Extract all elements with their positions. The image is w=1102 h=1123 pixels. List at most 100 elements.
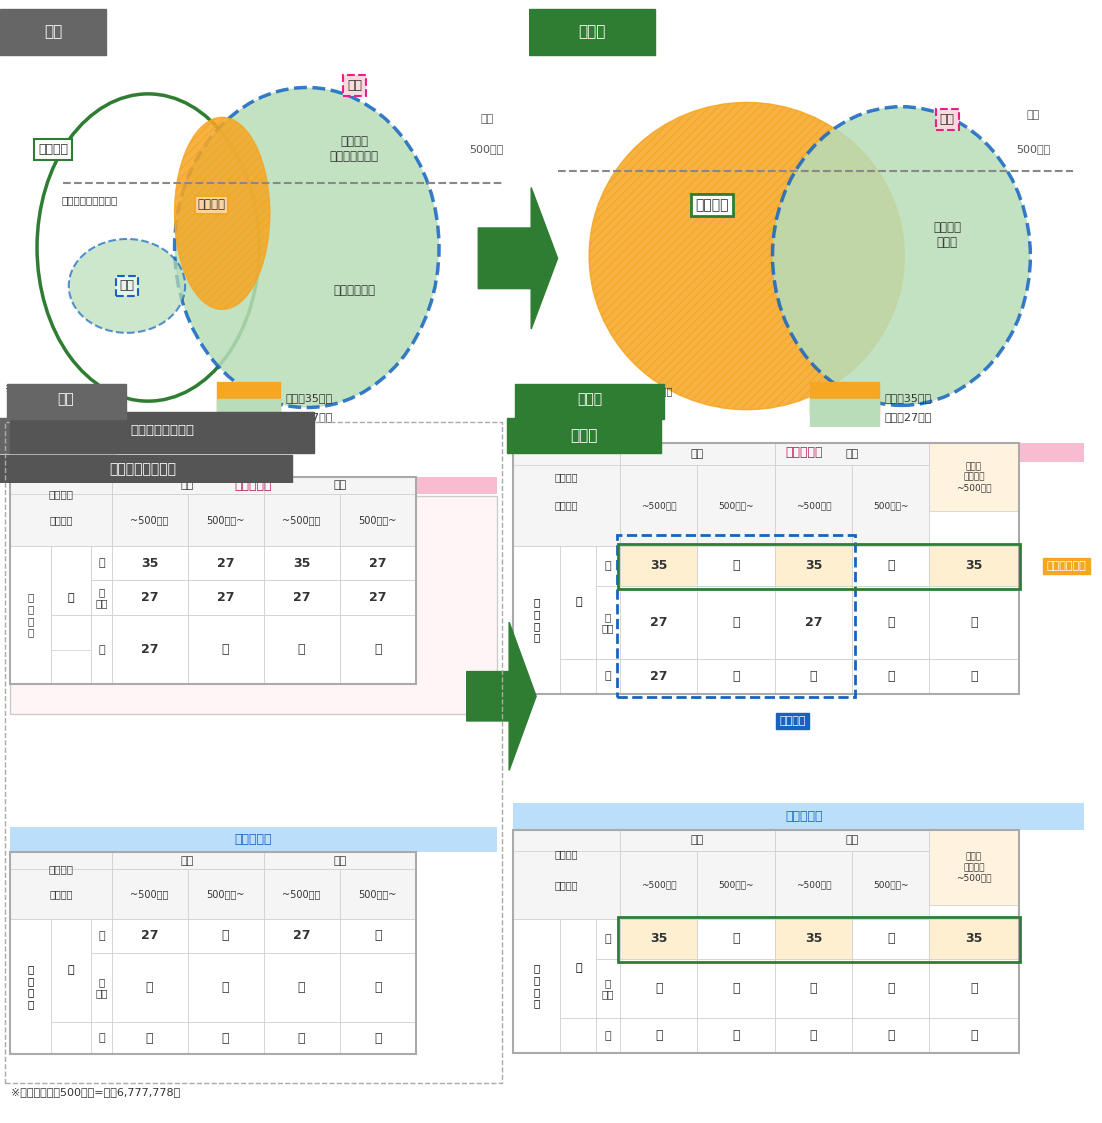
FancyBboxPatch shape: [512, 919, 561, 1053]
FancyBboxPatch shape: [775, 959, 852, 1019]
FancyBboxPatch shape: [339, 953, 415, 1022]
FancyBboxPatch shape: [111, 953, 187, 1022]
Text: 500万円~: 500万円~: [206, 889, 245, 898]
FancyBboxPatch shape: [111, 494, 187, 546]
FancyBboxPatch shape: [775, 465, 852, 546]
FancyBboxPatch shape: [187, 919, 263, 953]
Text: 35: 35: [965, 932, 983, 946]
FancyBboxPatch shape: [698, 659, 775, 694]
FancyBboxPatch shape: [10, 919, 51, 1054]
FancyBboxPatch shape: [187, 494, 263, 546]
Text: 子: 子: [98, 931, 105, 941]
Text: 27: 27: [650, 670, 668, 683]
FancyBboxPatch shape: [263, 1022, 339, 1054]
Text: 改正後: 改正後: [571, 428, 597, 444]
FancyBboxPatch shape: [263, 919, 339, 953]
FancyBboxPatch shape: [620, 586, 698, 659]
Text: ~500万円: ~500万円: [641, 880, 677, 889]
FancyBboxPatch shape: [561, 546, 596, 659]
Text: 離別: 離別: [845, 836, 858, 846]
FancyBboxPatch shape: [512, 851, 620, 919]
Text: －: －: [970, 1030, 977, 1042]
FancyBboxPatch shape: [91, 953, 111, 1022]
FancyBboxPatch shape: [263, 953, 339, 1022]
FancyBboxPatch shape: [852, 586, 929, 659]
Text: 35: 35: [650, 932, 668, 946]
FancyBboxPatch shape: [561, 1019, 596, 1053]
Text: 合計所得: 合計所得: [554, 501, 579, 510]
Text: 無: 無: [98, 1033, 105, 1043]
Text: 扶
養
親
族: 扶 養 親 族: [533, 597, 540, 642]
Text: 27: 27: [293, 930, 311, 942]
FancyBboxPatch shape: [698, 851, 775, 919]
FancyBboxPatch shape: [263, 546, 339, 581]
Text: －: －: [887, 932, 895, 946]
Text: －: －: [222, 930, 229, 942]
FancyBboxPatch shape: [852, 959, 929, 1019]
Text: －: －: [374, 1032, 381, 1044]
Text: 有: 有: [67, 593, 74, 603]
Text: 500万円~: 500万円~: [719, 880, 754, 889]
Text: 有: 有: [575, 597, 582, 608]
Text: 無: 無: [605, 1031, 612, 1041]
Text: 27: 27: [293, 591, 311, 604]
Text: －: －: [374, 930, 381, 942]
FancyBboxPatch shape: [620, 851, 698, 919]
FancyBboxPatch shape: [596, 546, 620, 586]
FancyBboxPatch shape: [620, 919, 698, 959]
Text: －: －: [732, 932, 739, 946]
Ellipse shape: [174, 88, 439, 408]
Text: 扶
養
親
族: 扶 養 親 族: [28, 965, 33, 1008]
Text: 子: 子: [605, 562, 612, 570]
FancyBboxPatch shape: [339, 1022, 415, 1054]
Text: 27: 27: [369, 557, 387, 569]
FancyBboxPatch shape: [339, 615, 415, 684]
Text: 死別: 死別: [181, 481, 194, 491]
Text: 寡夫: 寡夫: [119, 280, 134, 292]
Text: 子
以外: 子 以外: [602, 612, 614, 633]
FancyBboxPatch shape: [10, 496, 497, 714]
Text: 500万円~: 500万円~: [873, 880, 908, 889]
FancyBboxPatch shape: [810, 399, 878, 431]
Text: －: －: [222, 1032, 229, 1044]
Polygon shape: [467, 622, 537, 770]
Text: 35: 35: [804, 932, 822, 946]
Text: 所得: 所得: [480, 115, 494, 125]
FancyBboxPatch shape: [929, 444, 1018, 511]
FancyBboxPatch shape: [217, 382, 280, 414]
FancyBboxPatch shape: [91, 1022, 111, 1054]
Text: 配偶関係: 配偶関係: [554, 849, 579, 859]
Text: 配偶関係: 配偶関係: [48, 865, 74, 874]
FancyBboxPatch shape: [852, 659, 929, 694]
Text: 扶養する
子なし: 扶養する 子なし: [933, 221, 961, 248]
Text: 扶養親族
（子以外）あり: 扶養親族 （子以外）あり: [329, 136, 379, 163]
Text: 27: 27: [217, 591, 235, 604]
Text: 27: 27: [141, 643, 159, 656]
FancyBboxPatch shape: [111, 476, 263, 494]
Text: 子: 子: [98, 558, 105, 568]
Text: 配偶関係: 配偶関係: [48, 489, 74, 499]
FancyBboxPatch shape: [91, 581, 111, 615]
FancyBboxPatch shape: [339, 869, 415, 919]
Text: 27: 27: [369, 591, 387, 604]
Text: 寡婦: 寡婦: [940, 113, 954, 126]
FancyBboxPatch shape: [620, 830, 775, 851]
FancyBboxPatch shape: [217, 399, 280, 431]
FancyBboxPatch shape: [775, 851, 852, 919]
FancyBboxPatch shape: [187, 869, 263, 919]
Text: 27: 27: [804, 617, 822, 629]
FancyBboxPatch shape: [775, 586, 852, 659]
Text: －: －: [887, 1030, 895, 1042]
Ellipse shape: [773, 107, 1030, 405]
FancyBboxPatch shape: [507, 418, 661, 454]
Text: 27: 27: [141, 930, 159, 942]
Text: 本人が男性: 本人が男性: [786, 810, 823, 823]
FancyBboxPatch shape: [0, 455, 292, 484]
FancyBboxPatch shape: [51, 649, 91, 684]
Ellipse shape: [68, 239, 185, 332]
Text: ※住民票の続柄に「夫（未届）」「妻（未届）」の
　記載があるものは対象外とする: ※住民票の続柄に「夫（未届）」「妻（未届）」の 記載があるものは対象外とする: [534, 386, 672, 408]
Text: －: －: [970, 670, 977, 683]
Text: 扶
養
親
族: 扶 養 親 族: [533, 964, 540, 1008]
FancyBboxPatch shape: [10, 828, 497, 852]
FancyBboxPatch shape: [111, 1022, 187, 1054]
